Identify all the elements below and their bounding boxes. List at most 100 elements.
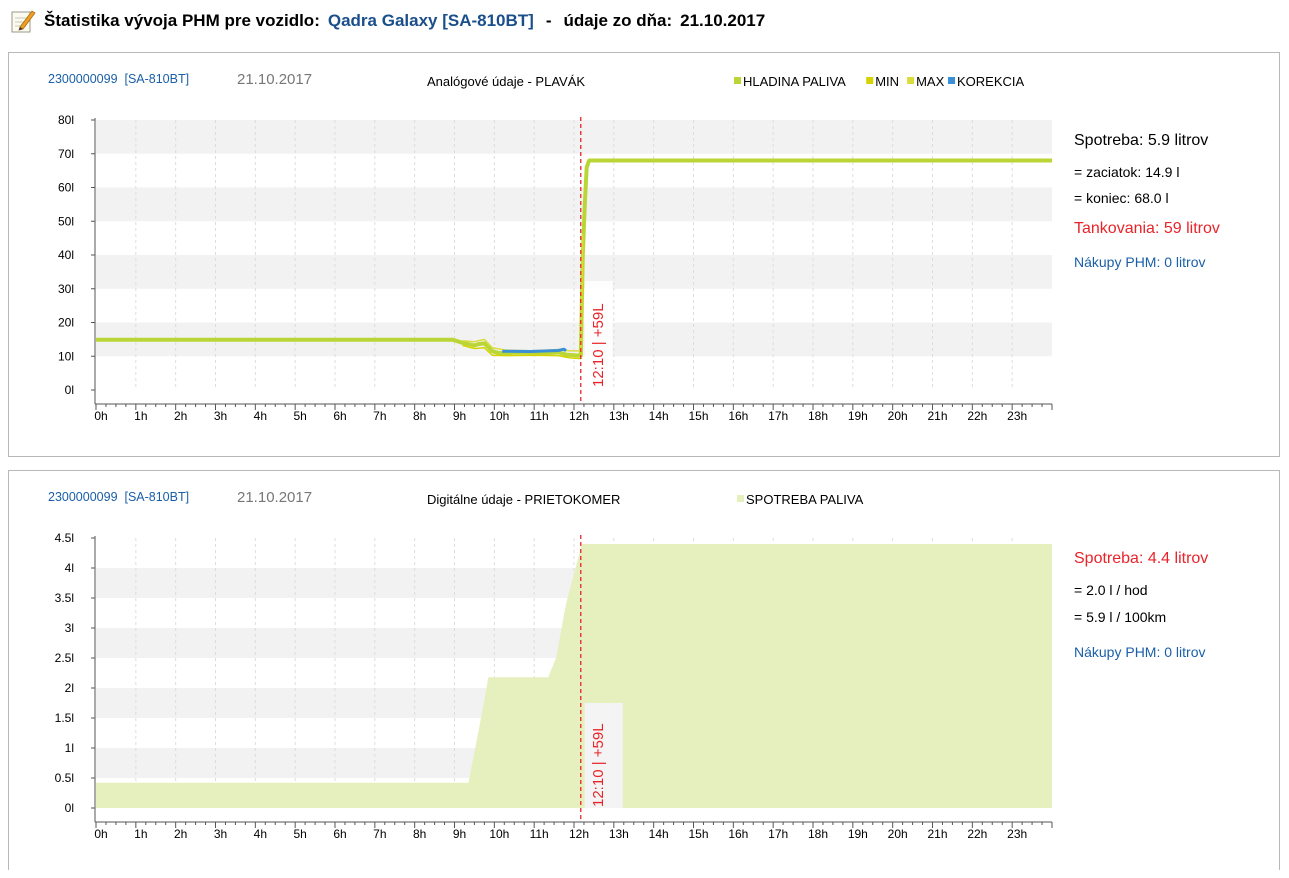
chart-title: Digitálne údaje - PRIETOKOMER (427, 492, 620, 507)
x-tick-label: 9h (453, 409, 466, 423)
y-tick-label: 2l (65, 681, 74, 695)
x-tick-label: 22h (967, 827, 987, 841)
y-tick-label: 0.5l (55, 771, 74, 785)
x-tick-label: 1h (134, 827, 147, 841)
fuel-purchases[interactable]: Nákupy PHM: 0 litrov (1074, 644, 1206, 660)
x-tick-label: 8h (413, 409, 426, 423)
x-tick-label: 16h (728, 409, 748, 423)
date-label: údaje zo dňa: (563, 11, 673, 30)
vehicle-name[interactable]: Qadra Galaxy [SA-810BT] (327, 11, 534, 30)
page-title: Štatistika vývoja PHM pre vozidlo: (44, 11, 320, 30)
legend-item[interactable]: HLADINA PALIVA (743, 74, 846, 89)
series-line-hladina-paliva (96, 158, 1052, 358)
x-tick-label: 10h (489, 409, 509, 423)
x-tick-label: 0h (94, 827, 107, 841)
y-tick-label: 4.5l (55, 531, 74, 545)
x-tick-label: 18h (808, 827, 828, 841)
x-tick-label: 14h (649, 409, 669, 423)
x-tick-label: 13h (609, 409, 629, 423)
legend-item[interactable]: MIN (875, 74, 899, 89)
x-tick-label: 16h (728, 827, 748, 841)
report-date: 21.10.2017 (680, 11, 766, 30)
consumption-total: Spotreba: 5.9 litrov (1074, 132, 1209, 149)
consumption-total: Spotreba: 4.4 litrov (1074, 550, 1209, 567)
consumption-per-hour: = 2.0 l / hod (1074, 582, 1148, 598)
digital-consumption-chart: 2300000099 [SA-810BT] 21.10.2017 Digitálne… (48, 489, 1053, 841)
legend-swatch (737, 495, 744, 502)
x-tick-label: 11h (530, 827, 549, 841)
x-tick-label: 0h (94, 409, 107, 423)
x-tick-label: 19h (848, 409, 868, 423)
y-tick-label: 2.5l (55, 651, 74, 665)
legend-swatch (866, 77, 874, 84)
y-tick-label: 60l (58, 181, 74, 195)
x-tick-label: 6h (333, 409, 346, 423)
x-tick-label: 6h (333, 827, 346, 841)
x-tick-label: 11h (530, 409, 549, 423)
y-tick-label: 0l (65, 383, 74, 397)
x-tick-label: 14h (649, 827, 669, 841)
x-tick-label: 4h (254, 409, 267, 423)
x-tick-label: 13h (609, 827, 629, 841)
page-header: Štatistika vývoja PHM pre vozidlo: Qadra… (10, 6, 765, 36)
x-tick-label: 15h (688, 409, 708, 423)
x-tick-label: 4h (254, 827, 267, 841)
x-tick-label: 12h (569, 409, 589, 423)
y-tick-label: 4l (65, 561, 74, 575)
consumption-per-100km: = 5.9 l / 100km (1074, 609, 1167, 625)
vehicle-id-link[interactable]: 2300000099 [SA-810BT] (48, 490, 189, 504)
chart-title: Analógové údaje - PLAVÁK (427, 74, 585, 89)
x-tick-label: 2h (174, 409, 187, 423)
y-tick-label: 50l (58, 214, 74, 228)
vehicle-id-link[interactable]: 2300000099 [SA-810BT] (48, 72, 189, 86)
analog-fuel-chart: 2300000099 [SA-810BT] 21.10.2017 Analógové… (48, 71, 1053, 423)
series-area-spotreba-paliva (96, 544, 1052, 808)
legend-swatch (948, 77, 955, 84)
end-level: = koniec: 68.0 l (1074, 190, 1169, 206)
x-tick-label: 20h (888, 827, 908, 841)
x-tick-label: 17h (768, 409, 788, 423)
x-tick-label: 7h (373, 409, 386, 423)
legend-item[interactable]: MAX (916, 74, 945, 89)
series-line-min (462, 261, 584, 360)
legend-item[interactable]: SPOTREBA PALIVA (746, 492, 864, 507)
grid-band (96, 120, 1052, 154)
refuel-total: Tankovania: 59 litrov (1074, 220, 1220, 237)
x-tick-label: 17h (768, 827, 788, 841)
series-line-korekcia (502, 347, 567, 353)
x-tick-label: 10h (489, 827, 509, 841)
x-tick-label: 21h (927, 827, 947, 841)
x-tick-label: 8h (413, 827, 426, 841)
y-tick-label: 40l (58, 248, 74, 262)
legend-swatch (907, 77, 915, 84)
x-tick-label: 18h (808, 409, 828, 423)
x-tick-label: 15h (688, 827, 708, 841)
refuel-marker-label: 12:10 | +59L (590, 303, 607, 387)
x-tick-label: 1h (134, 409, 147, 423)
legend-item[interactable]: KOREKCIA (957, 74, 1025, 89)
x-tick-label: 5h (293, 409, 306, 423)
chart-date: 21.10.2017 (237, 489, 312, 506)
marker-label-bg (584, 703, 623, 808)
refuel-marker-label: 12:10 | +59L (590, 723, 607, 807)
header-separator: - (545, 11, 552, 30)
chart-date: 21.10.2017 (237, 71, 312, 88)
y-tick-label: 3l (65, 621, 74, 635)
y-tick-label: 80l (58, 113, 74, 127)
x-tick-label: 3h (214, 409, 227, 423)
x-tick-label: 2h (174, 827, 187, 841)
x-tick-label: 20h (888, 409, 908, 423)
x-tick-label: 21h (927, 409, 947, 423)
y-tick-label: 70l (58, 147, 74, 161)
fuel-purchases[interactable]: Nákupy PHM: 0 litrov (1074, 254, 1206, 270)
analog-chart-panel: 2300000099 [SA-810BT] 21.10.2017 Analógové… (8, 52, 1280, 457)
x-tick-label: 23h (1007, 409, 1027, 423)
x-tick-label: 19h (848, 827, 868, 841)
digital-chart-panel: 2300000099 [SA-810BT] 21.10.2017 Digitálne… (8, 470, 1280, 870)
x-tick-label: 22h (967, 409, 987, 423)
start-level: = zaciatok: 14.9 l (1074, 164, 1180, 180)
y-tick-label: 3.5l (55, 591, 74, 605)
x-tick-label: 23h (1007, 827, 1027, 841)
y-tick-label: 1l (65, 741, 74, 755)
y-tick-label: 1.5l (55, 711, 74, 725)
